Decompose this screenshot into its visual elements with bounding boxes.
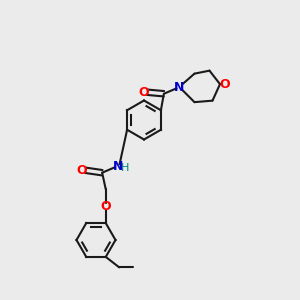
- Text: O: O: [138, 86, 149, 99]
- Text: O: O: [100, 200, 111, 213]
- Text: N: N: [112, 160, 123, 172]
- Text: O: O: [76, 164, 87, 177]
- Text: O: O: [219, 78, 230, 91]
- Text: H: H: [121, 163, 129, 173]
- Text: N: N: [174, 81, 185, 94]
